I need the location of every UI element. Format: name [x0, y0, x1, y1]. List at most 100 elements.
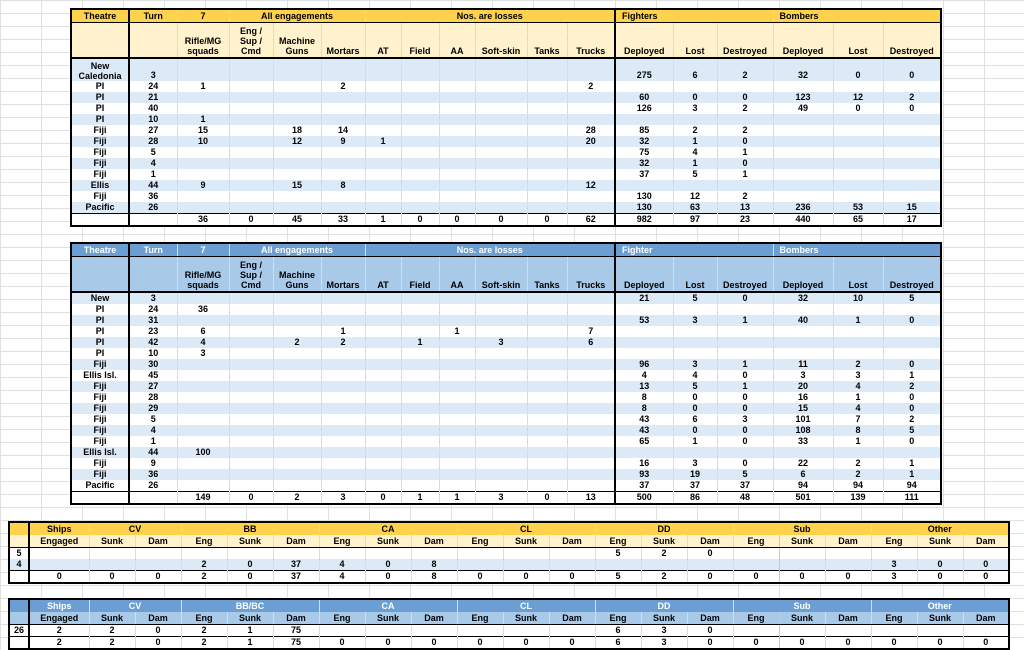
data-cell[interactable] [870, 547, 918, 559]
data-cell[interactable]: 7 [566, 326, 616, 337]
data-cell[interactable] [832, 147, 884, 158]
data-cell[interactable] [456, 559, 504, 571]
turn-cell[interactable]: 26 [128, 202, 178, 214]
column-header[interactable]: Dam [686, 612, 734, 625]
data-cell[interactable] [832, 337, 884, 348]
total-cell[interactable]: 2 [88, 636, 136, 649]
column-header[interactable]: Field [400, 256, 440, 293]
data-cell[interactable] [438, 414, 476, 425]
data-cell[interactable]: 3 [772, 370, 834, 381]
data-cell[interactable]: 2 [716, 103, 774, 114]
total-cell[interactable] [70, 213, 130, 226]
column-header[interactable]: Eng [594, 612, 642, 625]
data-cell[interactable] [176, 370, 230, 381]
data-cell[interactable] [400, 92, 440, 103]
data-cell[interactable]: 19 [672, 469, 718, 480]
row-label[interactable]: PI [70, 348, 130, 359]
data-cell[interactable] [438, 370, 476, 381]
data-cell[interactable]: 2 [716, 58, 774, 81]
column-header[interactable]: Dam [962, 612, 1010, 625]
data-cell[interactable]: 4 [832, 381, 884, 392]
data-cell[interactable] [320, 403, 366, 414]
data-cell[interactable] [772, 136, 834, 147]
column-header[interactable]: Dam [134, 612, 182, 625]
total-cell[interactable]: 0 [88, 570, 136, 583]
data-cell[interactable] [400, 103, 440, 114]
data-cell[interactable] [272, 348, 322, 359]
data-cell[interactable] [526, 480, 568, 492]
column-header[interactable]: Destroyed [716, 22, 774, 59]
column-header[interactable]: Deployed [772, 22, 834, 59]
data-cell[interactable] [832, 348, 884, 359]
data-cell[interactable] [176, 436, 230, 447]
column-header[interactable]: Dam [824, 535, 872, 548]
data-cell[interactable] [474, 447, 528, 458]
data-cell[interactable] [364, 304, 402, 315]
data-cell[interactable] [364, 436, 402, 447]
data-cell[interactable] [566, 103, 616, 114]
data-cell[interactable] [672, 326, 718, 337]
column-header[interactable]: Rifle/MG squads [176, 22, 230, 59]
data-cell[interactable] [474, 58, 528, 81]
data-cell[interactable] [228, 447, 274, 458]
turn-value[interactable]: 7 [176, 9, 230, 23]
turn-cell[interactable]: 26 [128, 480, 178, 492]
data-cell[interactable] [474, 480, 528, 492]
row-label[interactable]: Fiji [70, 158, 130, 169]
data-cell[interactable] [272, 469, 322, 480]
turn-cell[interactable]: 10 [128, 348, 178, 359]
total-cell[interactable]: 6 [594, 636, 642, 649]
data-cell[interactable] [962, 547, 1010, 559]
data-cell[interactable] [228, 348, 274, 359]
data-cell[interactable] [832, 114, 884, 125]
column-header[interactable]: Sunk [916, 535, 964, 548]
data-cell[interactable]: 3 [672, 359, 718, 370]
data-cell[interactable]: 0 [364, 559, 412, 571]
data-cell[interactable]: 2 [640, 547, 688, 559]
data-cell[interactable] [438, 480, 476, 492]
data-cell[interactable] [772, 81, 834, 92]
data-cell[interactable]: 96 [614, 359, 674, 370]
data-cell[interactable] [614, 180, 674, 191]
data-cell[interactable]: 53 [832, 202, 884, 214]
data-cell[interactable] [832, 81, 884, 92]
data-cell[interactable]: 101 [772, 414, 834, 425]
data-cell[interactable] [88, 547, 136, 559]
data-cell[interactable] [566, 392, 616, 403]
column-header[interactable]: Eng / Sup / Cmd [228, 256, 274, 293]
data-cell[interactable]: 0 [832, 58, 884, 81]
turn-cell[interactable]: 27 [128, 381, 178, 392]
data-cell[interactable] [882, 326, 942, 337]
data-cell[interactable] [832, 158, 884, 169]
total-cell[interactable]: 13 [566, 491, 616, 504]
column-header[interactable]: Sunk [364, 535, 412, 548]
data-cell[interactable] [474, 469, 528, 480]
column-header[interactable]: Dam [272, 535, 320, 548]
data-cell[interactable]: 9 [320, 136, 366, 147]
data-cell[interactable] [474, 359, 528, 370]
data-cell[interactable]: 6 [772, 469, 834, 480]
total-cell[interactable] [8, 570, 30, 583]
data-cell[interactable] [364, 337, 402, 348]
data-cell[interactable]: 0 [882, 436, 942, 447]
data-cell[interactable] [716, 337, 774, 348]
data-cell[interactable]: 63 [672, 202, 718, 214]
data-cell[interactable] [526, 370, 568, 381]
data-cell[interactable] [474, 381, 528, 392]
data-cell[interactable] [400, 114, 440, 125]
column-header[interactable]: AA [438, 256, 476, 293]
total-cell[interactable]: 33 [320, 213, 366, 226]
data-cell[interactable]: 0 [716, 370, 774, 381]
data-cell[interactable] [824, 624, 872, 637]
data-cell[interactable] [438, 436, 476, 447]
data-cell[interactable]: 43 [614, 425, 674, 436]
data-cell[interactable] [474, 180, 528, 191]
data-cell[interactable]: 15 [882, 202, 942, 214]
data-cell[interactable] [456, 547, 504, 559]
data-cell[interactable]: 8 [832, 425, 884, 436]
turn-cell[interactable]: 42 [128, 337, 178, 348]
data-cell[interactable] [176, 381, 230, 392]
data-cell[interactable] [566, 92, 616, 103]
data-cell[interactable] [832, 326, 884, 337]
data-cell[interactable] [272, 425, 322, 436]
